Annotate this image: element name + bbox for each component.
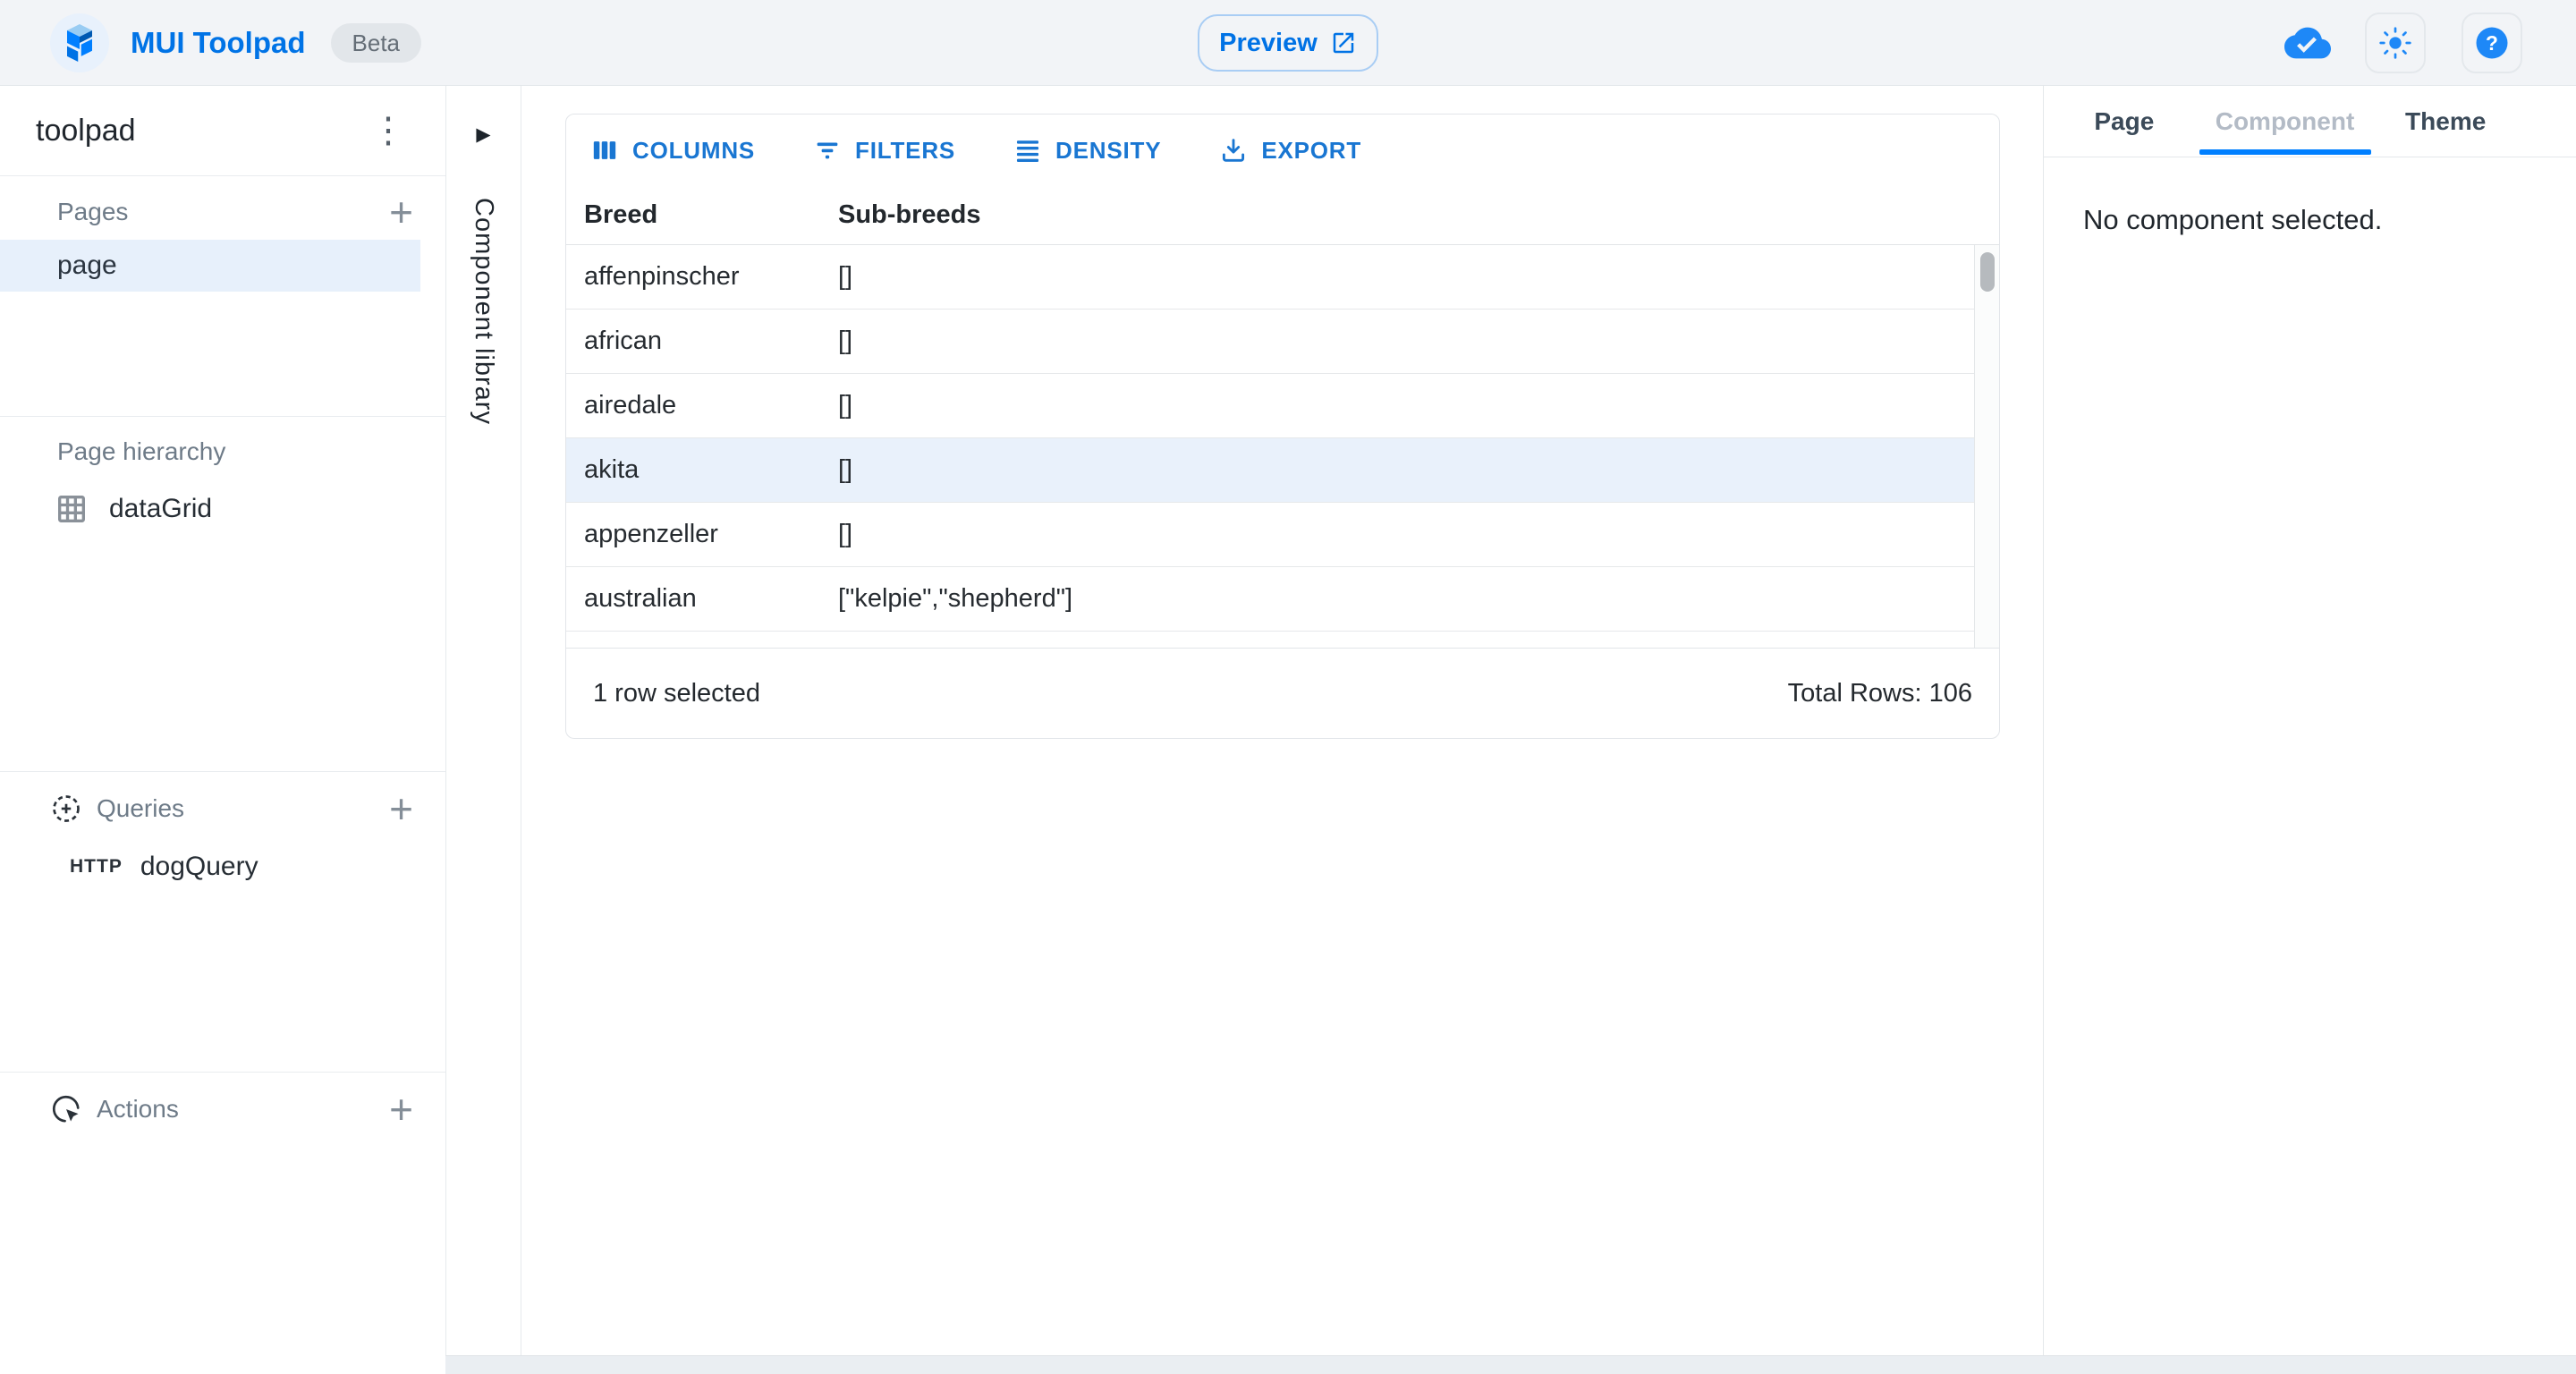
queries-section-label: Queries (97, 794, 185, 822)
columns-button-label: COLUMNS (632, 136, 756, 164)
tab-page[interactable]: Page (2044, 86, 2205, 157)
add-query-button[interactable]: + (389, 785, 413, 832)
hierarchy-section-label: Page hierarchy (57, 437, 226, 465)
datagrid-component: COLUMNS FILTERS DENSITY (565, 114, 2000, 739)
actions-section-label: Actions (97, 1095, 179, 1123)
pages-section-header: Pages + (0, 186, 445, 238)
table-row[interactable]: affenpinscher [] (566, 245, 1976, 310)
sidebar-item-dogquery[interactable]: HTTP dogQuery (0, 839, 420, 895)
filters-button[interactable]: FILTERS (803, 130, 964, 171)
divider (0, 416, 445, 417)
open-in-new-icon (1330, 30, 1357, 56)
add-page-button[interactable]: + (389, 189, 413, 235)
column-header-breed[interactable]: Breed (584, 200, 658, 229)
divider (0, 175, 445, 176)
datagrid-icon (54, 491, 89, 527)
tab-page-label: Page (2094, 106, 2155, 135)
table-row-selected[interactable]: akita [] (566, 438, 1976, 503)
actions-icon (50, 1093, 82, 1125)
component-library-label: Component library (470, 198, 498, 425)
project-menu-kebab-icon[interactable]: ⋮ (370, 111, 406, 150)
project-name: toolpad (36, 113, 136, 148)
density-button-label: DENSITY (1055, 136, 1162, 164)
tab-component-label: Component (2215, 106, 2355, 135)
cell-subbreeds: ["kelpie","shepherd"] (838, 584, 1073, 613)
app-title: MUI Toolpad (131, 25, 306, 59)
hierarchy-section-header: Page hierarchy (0, 429, 445, 474)
cell-breed: appenzeller (584, 520, 718, 548)
preview-button-label: Preview (1219, 28, 1318, 57)
cell-breed: african (584, 327, 663, 355)
preview-button[interactable]: Preview (1198, 14, 1378, 72)
cell-breed: akita (584, 455, 640, 484)
beta-badge: Beta (330, 22, 422, 63)
vertical-scrollbar[interactable] (1974, 245, 1999, 648)
datagrid-toolbar: COLUMNS FILTERS DENSITY (566, 114, 1999, 186)
table-row[interactable]: australian ["kelpie","shepherd"] (566, 567, 1976, 632)
export-button[interactable]: EXPORT (1209, 130, 1370, 171)
cell-subbreeds: [] (838, 262, 853, 291)
help-question-icon: ? (2473, 24, 2511, 62)
download-icon (1218, 135, 1249, 165)
export-button-label: EXPORT (1261, 136, 1362, 164)
sidebar-item-page[interactable]: page (0, 240, 420, 292)
selection-count: 1 row selected (593, 679, 760, 708)
table-row[interactable]: airedale [] (566, 374, 1976, 438)
active-tab-indicator (2199, 149, 2371, 155)
queries-icon (50, 793, 82, 825)
toolpad-logo-icon (50, 13, 109, 72)
tab-theme-label: Theme (2405, 106, 2487, 135)
inspector-panel: Page Component Theme No component select… (2043, 86, 2576, 1355)
tab-component[interactable]: Component (2199, 86, 2371, 157)
datagrid-rows-viewport: affenpinscher [] african [] airedale [] … (566, 245, 1976, 648)
columns-button[interactable]: COLUMNS (580, 130, 764, 171)
total-rows: Total Rows: 106 (1787, 679, 1972, 708)
scrollbar-thumb[interactable] (1980, 252, 1995, 292)
density-button[interactable]: DENSITY (1004, 130, 1170, 171)
pages-section-label: Pages (57, 198, 129, 225)
sidebar-item-page-label: page (57, 250, 117, 280)
component-library-panel[interactable]: ▶ Component library (445, 86, 521, 1355)
sidebar-item-datagrid[interactable]: dataGrid (0, 481, 420, 537)
sidebar-item-datagrid-label: dataGrid (109, 494, 213, 523)
project-row: toolpad ⋮ (0, 86, 445, 175)
svg-text:?: ? (2486, 31, 2498, 55)
view-columns-icon (589, 135, 620, 165)
cell-subbreeds: [] (838, 391, 853, 420)
cell-subbreeds: [] (838, 327, 853, 355)
table-row[interactable]: african [] (566, 310, 1976, 374)
no-component-message: No component selected. (2083, 204, 2383, 235)
cell-subbreeds: [] (838, 455, 853, 484)
filters-button-label: FILTERS (855, 136, 956, 164)
help-button[interactable]: ? (2462, 13, 2522, 73)
divider (0, 1072, 445, 1073)
http-badge: HTTP (70, 856, 123, 877)
explorer-sidebar: toolpad ⋮ Pages + page Page hierarchy da… (0, 86, 445, 1374)
cloud-done-icon (2281, 18, 2334, 68)
datagrid-footer: 1 row selected Total Rows: 106 (566, 648, 1999, 739)
cell-breed: affenpinscher (584, 262, 740, 291)
queries-section-header: Queries + (0, 782, 445, 835)
column-header-subbreeds[interactable]: Sub-breeds (838, 200, 981, 229)
cell-subbreeds: [] (838, 520, 853, 548)
expand-chevron-right-icon[interactable]: ▶ (476, 124, 491, 145)
theme-toggle-button[interactable] (2365, 13, 2426, 73)
filter-list-icon (812, 135, 843, 165)
add-action-button[interactable]: + (389, 1086, 413, 1132)
light-mode-sun-icon (2377, 25, 2413, 61)
sidebar-item-dogquery-label: dogQuery (140, 852, 258, 881)
table-row[interactable]: appenzeller [] (566, 503, 1976, 567)
horizontal-scrollbar[interactable] (445, 1355, 2576, 1374)
cell-breed: australian (584, 584, 697, 613)
cell-breed: airedale (584, 391, 677, 420)
datagrid-header-row: Breed Sub-breeds (566, 186, 1999, 245)
density-lines-icon (1013, 135, 1043, 165)
divider (0, 771, 445, 772)
app-header: MUI Toolpad Beta Preview (0, 0, 2576, 86)
tab-theme[interactable]: Theme (2365, 86, 2526, 157)
inspector-tabs: Page Component Theme (2044, 86, 2576, 157)
actions-section-header: Actions + (0, 1082, 445, 1136)
